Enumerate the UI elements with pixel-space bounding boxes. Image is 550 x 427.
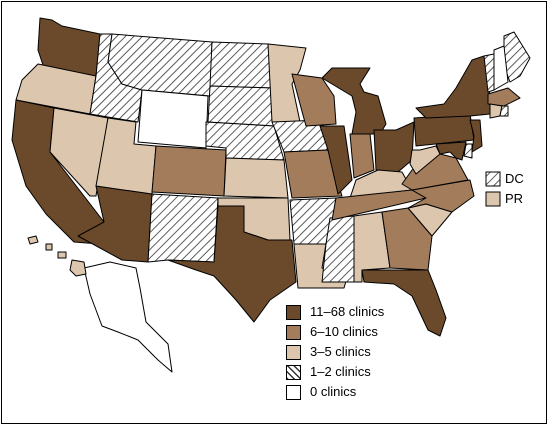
legend-swatch — [286, 385, 301, 400]
state-rhode-island — [499, 105, 509, 117]
legend-swatch — [286, 325, 301, 340]
legend-label: 6–10 clinics — [310, 324, 378, 339]
state-michigan — [321, 67, 387, 135]
state-delaware — [463, 143, 473, 159]
legend-swatch — [286, 305, 301, 320]
dc-label: DC — [505, 171, 524, 186]
legend-swatch — [286, 345, 301, 360]
pr-swatch — [485, 191, 501, 207]
dc-swatch — [485, 171, 501, 187]
state-colorado — [151, 145, 227, 197]
legend-label: 0 clinics — [310, 384, 357, 399]
state-new-mexico — [147, 193, 219, 263]
legend-label: 3–5 clinics — [310, 344, 371, 359]
state-new-hampshire — [493, 45, 509, 91]
state-wyoming — [137, 89, 209, 149]
state-new-jersey — [469, 119, 483, 153]
state-alaska — [83, 261, 173, 373]
state-hawaii — [27, 235, 87, 277]
state-pennsylvania — [413, 113, 475, 147]
state-oregon — [15, 63, 97, 115]
legend-swatch — [286, 365, 301, 380]
state-new-york — [415, 55, 491, 119]
state-maryland — [435, 141, 467, 161]
state-nevada — [49, 107, 109, 197]
state-kansas — [223, 157, 289, 199]
state-illinois — [319, 125, 353, 195]
state-mississippi — [321, 215, 355, 283]
legend-label: 11–68 clinics — [310, 304, 385, 319]
state-texas — [167, 205, 297, 323]
state-massachusetts — [487, 87, 521, 107]
state-florida — [361, 269, 447, 337]
state-missouri — [283, 149, 343, 199]
state-maine — [503, 31, 531, 83]
state-north-dakota — [209, 41, 273, 89]
pr-label: PR — [505, 191, 524, 206]
state-georgia — [381, 207, 433, 271]
state-indiana — [349, 133, 375, 179]
state-south-dakota — [207, 85, 275, 127]
state-ohio — [373, 121, 415, 173]
legend-label: 1–2 clinics — [310, 364, 371, 379]
